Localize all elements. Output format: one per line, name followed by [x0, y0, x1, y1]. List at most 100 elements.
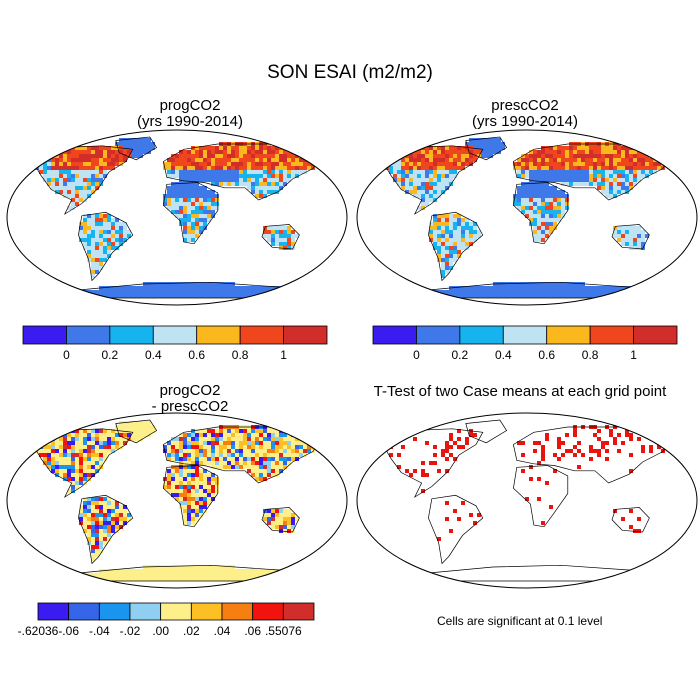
grid-cell — [601, 162, 605, 166]
grid-cell — [203, 493, 207, 497]
grid-cell — [275, 290, 279, 294]
grid-cell — [569, 286, 573, 290]
grid-cell — [465, 146, 469, 150]
grid-cell — [433, 461, 437, 465]
grid-cell — [247, 469, 251, 473]
grid-cell — [609, 429, 613, 433]
grid-cell — [71, 186, 75, 190]
grid-cell — [51, 441, 55, 445]
grid-cell — [629, 242, 633, 246]
grid-cell — [287, 521, 291, 525]
grid-cell — [111, 429, 115, 433]
grid-cell — [199, 230, 203, 234]
grid-cell — [231, 429, 235, 433]
grid-cell — [179, 445, 183, 449]
grid-cell — [501, 290, 505, 294]
coastline-northAmerica — [380, 428, 484, 498]
grid-cell — [625, 230, 629, 234]
grid-cell — [91, 150, 95, 154]
grid-cell — [211, 569, 215, 573]
grid-cell — [115, 445, 119, 449]
grid-cell — [267, 569, 271, 573]
grid-cell — [115, 234, 119, 238]
grid-cell — [47, 162, 51, 166]
grid-cell — [71, 485, 75, 489]
grid-cell — [633, 166, 637, 170]
grid-cell — [203, 449, 207, 453]
grid-cell — [581, 154, 585, 158]
grid-cell — [79, 186, 83, 190]
grid-cell — [87, 182, 91, 186]
grid-cell — [79, 190, 83, 194]
grid-cell — [199, 190, 203, 194]
grid-cell — [457, 238, 461, 242]
grid-cell — [47, 465, 51, 469]
grid-cell — [187, 190, 191, 194]
grid-cell — [211, 162, 215, 166]
grid-cell — [191, 218, 195, 222]
grid-cell — [275, 465, 279, 469]
grid-cell — [203, 565, 207, 569]
grid-cell — [235, 453, 239, 457]
grid-cell — [51, 453, 55, 457]
grid-cell — [577, 162, 581, 166]
grid-cell — [569, 154, 573, 158]
grid-cell — [417, 174, 421, 178]
grid-cell — [55, 433, 59, 437]
grid-cell — [533, 194, 537, 198]
grid-cell — [207, 441, 211, 445]
grid-cell — [251, 290, 255, 294]
grid-cell — [441, 234, 445, 238]
grid-cell — [87, 190, 91, 194]
grid-cell — [417, 158, 421, 162]
grid-cell — [199, 457, 203, 461]
grid-cell — [231, 178, 235, 182]
grid-cell — [107, 246, 111, 250]
grid-cell — [179, 186, 183, 190]
grid-cell — [35, 162, 39, 166]
grid-cell — [437, 170, 441, 174]
grid-cell — [585, 174, 589, 178]
grid-cell — [569, 150, 573, 154]
grid-cell — [79, 477, 83, 481]
grid-cell — [87, 214, 91, 218]
grid-cell — [409, 190, 413, 194]
grid-cell — [513, 202, 517, 206]
grid-cell — [561, 198, 565, 202]
grid-cell — [557, 162, 561, 166]
grid-cell — [429, 190, 433, 194]
grid-cell — [517, 198, 521, 202]
grid-cell — [119, 513, 123, 517]
grid-cell — [243, 174, 247, 178]
grid-cell — [605, 166, 609, 170]
grid-cell — [429, 234, 433, 238]
grid-cell — [413, 154, 417, 158]
grid-cell — [513, 162, 517, 166]
grid-cell — [55, 449, 59, 453]
grid-cell — [95, 150, 99, 154]
grid-cell — [151, 429, 155, 433]
grid-cell — [91, 457, 95, 461]
grid-cell — [291, 521, 295, 525]
grid-cell — [457, 146, 461, 150]
grid-cell — [131, 142, 135, 146]
grid-cell — [199, 226, 203, 230]
grid-cell — [175, 286, 179, 290]
grid-cell — [461, 150, 465, 154]
grid-cell — [601, 154, 605, 158]
grid-cell — [493, 142, 497, 146]
grid-cell — [203, 170, 207, 174]
grid-cell — [525, 158, 529, 162]
grid-cell — [629, 178, 633, 182]
grid-cell — [541, 186, 545, 190]
grid-cell — [83, 517, 87, 521]
grid-cell — [187, 194, 191, 198]
grid-cell — [593, 433, 597, 437]
grid-cell — [87, 218, 91, 222]
grid-cell — [171, 477, 175, 481]
grid-cell — [279, 290, 283, 294]
grid-cell — [83, 158, 87, 162]
grid-cell — [601, 186, 605, 190]
grid-cell — [259, 150, 263, 154]
grid-cell — [271, 186, 275, 190]
